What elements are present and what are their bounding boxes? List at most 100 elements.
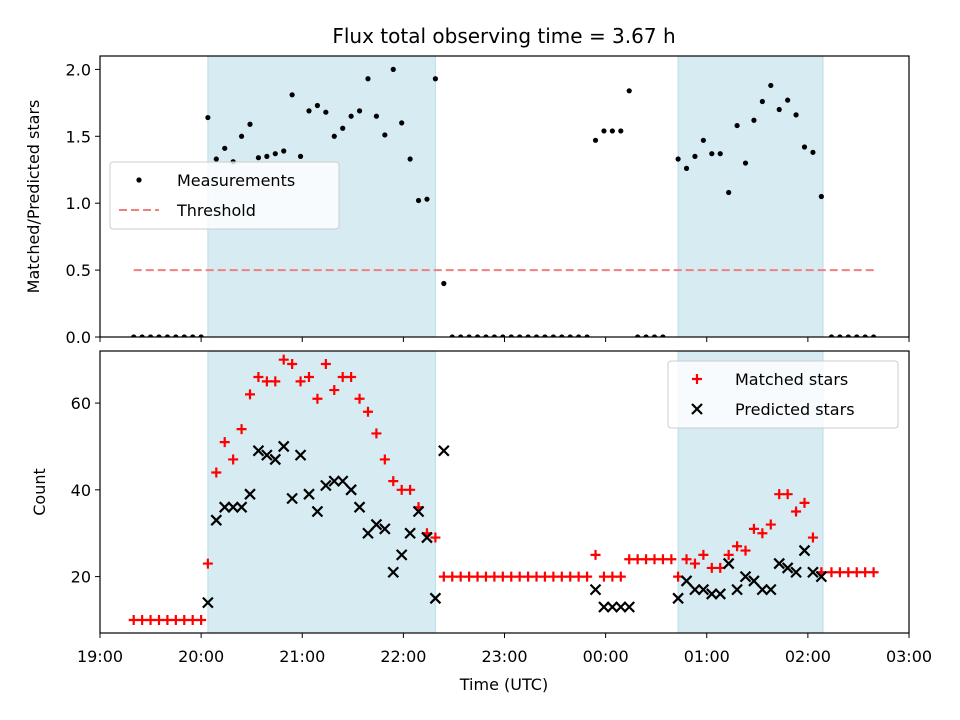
data-point: [336, 475, 349, 487]
data-point: [211, 467, 222, 478]
data-point: [525, 334, 531, 337]
data-point: [379, 454, 390, 465]
data-point: [606, 601, 619, 613]
data-point: [643, 334, 649, 337]
data-point: [441, 280, 447, 287]
data-point: [345, 484, 357, 496]
data-point: [190, 334, 196, 337]
data-point: [739, 570, 752, 583]
data-point: [680, 575, 693, 587]
data-point: [429, 592, 442, 605]
data-point: [810, 149, 816, 155]
data-point: [405, 484, 416, 495]
data-point: [793, 112, 799, 118]
y-tick-label: 40: [71, 481, 91, 500]
series-matched-stars: [128, 354, 879, 625]
data-point: [415, 197, 422, 204]
data-point: [776, 106, 782, 113]
data-point: [791, 506, 802, 517]
data-point: [424, 196, 430, 202]
data-point: [455, 571, 466, 582]
data-point: [740, 545, 751, 556]
data-point: [264, 153, 270, 159]
data-point: [213, 156, 219, 162]
data-point: [623, 601, 635, 613]
data-point: [227, 501, 239, 513]
data-point: [222, 145, 228, 151]
x-tick-label: 03:00: [886, 647, 932, 666]
data-point: [252, 445, 265, 457]
data-point: [698, 549, 709, 560]
bottom-panel: 19:00 20:00 21:00 22:00 23:00 00:00 01:00 02:00…: [30, 350, 932, 666]
series-predicted-stars: [202, 440, 828, 613]
data-point: [748, 575, 760, 587]
data-point: [297, 153, 304, 159]
data-point: [228, 454, 239, 465]
x-tick-label: 23:00: [481, 647, 527, 666]
data-point: [270, 376, 281, 387]
data-point: [131, 334, 137, 337]
data-point: [732, 541, 743, 552]
y-tick-label: 2.0: [66, 60, 91, 79]
data-point: [219, 437, 230, 448]
data-point: [556, 571, 567, 582]
data-point: [390, 66, 396, 72]
data-point: [854, 334, 860, 337]
data-point: [196, 614, 207, 625]
data-point: [871, 334, 877, 337]
data-point: [371, 428, 382, 439]
data-point: [354, 393, 365, 404]
data-point: [198, 334, 204, 337]
data-point: [592, 137, 599, 143]
legend-label: Measurements: [177, 171, 295, 190]
data-point: [269, 453, 282, 466]
data-point: [774, 489, 785, 500]
data-point: [303, 372, 314, 383]
data-point: [773, 557, 786, 570]
data-point: [657, 554, 668, 565]
data-point: [742, 160, 749, 166]
data-point: [607, 571, 618, 582]
data-point: [430, 532, 441, 543]
data-point: [218, 501, 231, 513]
data-point: [860, 567, 871, 578]
data-point: [348, 113, 354, 119]
data-point: [539, 571, 550, 582]
data-point: [362, 527, 374, 539]
data-point: [697, 583, 710, 596]
data-point: [491, 334, 497, 337]
data-point: [253, 372, 264, 383]
data-point: [868, 567, 879, 578]
data-point: [449, 334, 455, 337]
data-point: [826, 567, 837, 578]
data-point: [531, 571, 542, 582]
data-point: [506, 571, 517, 582]
data-point: [306, 108, 312, 114]
data-point: [559, 334, 565, 337]
x-tick-label: 22:00: [380, 647, 426, 666]
data-point: [353, 501, 366, 513]
data-point: [672, 592, 684, 605]
data-point: [205, 114, 211, 121]
data-point: [723, 549, 734, 560]
data-point: [508, 334, 514, 337]
data-point: [255, 155, 262, 161]
data-point: [837, 334, 843, 337]
data-point: [281, 148, 287, 154]
data-point: [765, 519, 776, 530]
data-point: [181, 334, 187, 337]
data-point: [320, 359, 331, 370]
data-point: [235, 501, 248, 513]
series-measurements: [131, 66, 877, 337]
data-point: [734, 122, 740, 129]
data-point: [438, 571, 449, 582]
data-point: [689, 558, 700, 569]
x-tick-label: 19:00: [77, 647, 123, 666]
data-point: [379, 523, 391, 535]
y-tick-label: 20: [71, 568, 91, 587]
data-point: [582, 571, 593, 582]
data-point: [337, 372, 348, 383]
data-point: [714, 588, 727, 600]
data-point: [395, 549, 408, 561]
y-tick-label: 0.0: [66, 328, 91, 347]
